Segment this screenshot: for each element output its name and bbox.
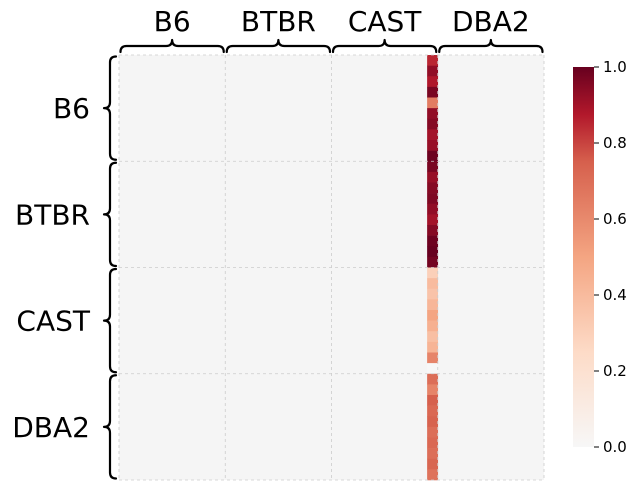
row-group-brace (102, 161, 118, 268)
heatmap-cell (427, 278, 439, 290)
heatmap-cell (427, 256, 439, 268)
group-braces (102, 38, 544, 480)
heatmap-cell (427, 458, 439, 470)
colorbar-tick-label: 0.8 (603, 134, 627, 152)
heatmap-cell (427, 310, 439, 321)
heatmap-cell (427, 331, 439, 343)
heatmap-cell (427, 97, 439, 109)
heatmap-cell (427, 193, 439, 205)
heatmap-cell (427, 203, 439, 215)
heatmap-cell (427, 373, 439, 385)
heatmap-cell (427, 426, 439, 438)
heatmap-cell (427, 171, 439, 183)
colorbar-tick-label: 1.0 (603, 58, 627, 76)
row-group-brace (102, 55, 118, 161)
colorbar-tick-label: 0.4 (603, 286, 627, 304)
heatmap-cell (427, 405, 439, 417)
row-group-label: DBA2 (12, 411, 90, 444)
heatmap-cell (427, 267, 439, 279)
heatmap-cell (427, 437, 439, 449)
row-group-label: B6 (53, 92, 90, 125)
column-group-brace (438, 38, 544, 54)
heatmap-cell (427, 65, 439, 77)
heatmap-cell (427, 161, 439, 173)
column-group-brace (119, 38, 225, 54)
column-group-label: B6 (154, 5, 191, 38)
heatmap-cell (427, 395, 439, 406)
column-group-label: CAST (348, 5, 422, 38)
row-group-brace (102, 267, 118, 374)
heatmap-cell (427, 225, 439, 236)
heatmap-cell (427, 288, 439, 300)
heatmap-cell (427, 235, 439, 247)
heatmap-cell (427, 320, 439, 332)
heatmap-cell (427, 469, 439, 481)
heatmap-cell (427, 416, 439, 428)
heatmap-cell (427, 86, 439, 98)
heatmap-cell (427, 363, 439, 375)
heatmap-cell (427, 140, 439, 151)
row-group-brace (102, 374, 118, 480)
group-labels: B6 BTBR CAST DBA2 B6 BTBR CAST DBA2 (12, 5, 530, 444)
colorbar-gradient (573, 67, 594, 447)
heatmap-cell (427, 246, 439, 258)
heatmap-cell (427, 352, 439, 364)
colorbar-tick-label: 0.6 (603, 210, 627, 228)
grid-lines (118, 54, 545, 481)
heatmap-cell (427, 76, 439, 88)
column-group-brace (225, 38, 332, 54)
colorbar-tick-label: 0.0 (603, 438, 627, 456)
row-group-label: BTBR (15, 198, 90, 231)
heatmap-cell (427, 150, 439, 162)
column-group-brace (331, 38, 438, 54)
row-group-label: CAST (16, 305, 90, 338)
colorbar-tick-label: 0.2 (603, 362, 627, 380)
column-group-label: BTBR (241, 5, 316, 38)
column-group-label: DBA2 (452, 5, 530, 38)
heatmap-cell (427, 108, 439, 120)
heatmap-cell (427, 129, 439, 141)
heatmap-cell (427, 182, 439, 194)
colorbar: 0.0 0.2 0.4 0.6 0.8 1.0 (573, 58, 627, 456)
heatmap-cell (427, 118, 439, 130)
heatmap-cell (427, 214, 439, 226)
heatmap-cell (427, 299, 439, 311)
heatmap-cell (427, 384, 439, 396)
heatmap-cell (427, 55, 439, 66)
heatmap-cell (427, 341, 439, 353)
heatmap-cell (427, 448, 439, 460)
